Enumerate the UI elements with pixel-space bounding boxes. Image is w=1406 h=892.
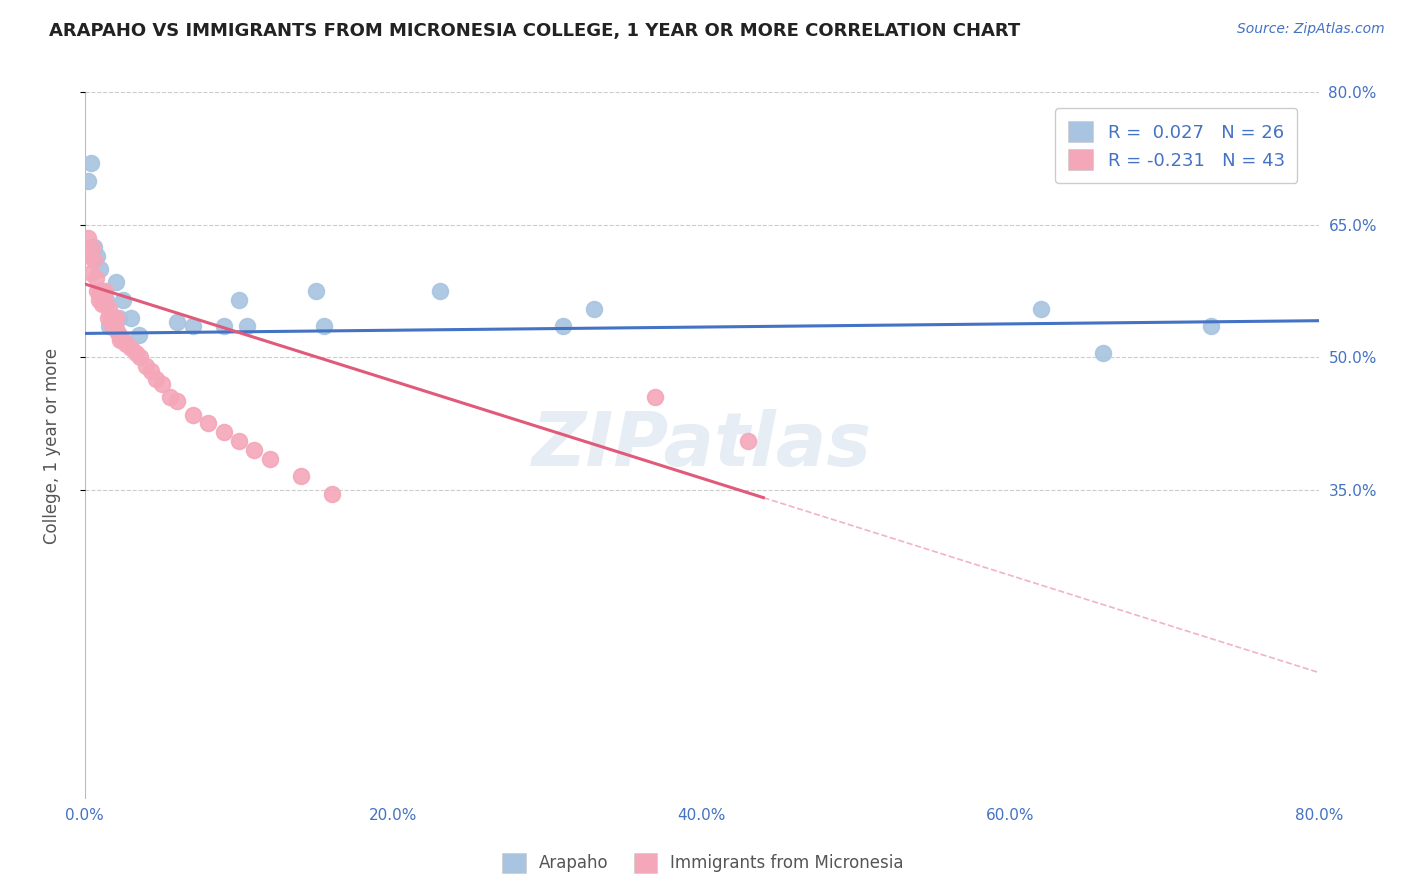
Point xyxy=(91,293,114,307)
Point xyxy=(235,319,257,334)
Point xyxy=(98,301,121,316)
Point xyxy=(305,284,328,298)
Point xyxy=(181,408,204,422)
Point xyxy=(96,297,118,311)
Text: ARAPAHO VS IMMIGRANTS FROM MICRONESIA COLLEGE, 1 YEAR OR MORE CORRELATION CHART: ARAPAHO VS IMMIGRANTS FROM MICRONESIA CO… xyxy=(49,22,1021,40)
Point xyxy=(228,434,250,449)
Point xyxy=(80,266,103,280)
Point xyxy=(100,310,122,325)
Point xyxy=(197,417,219,431)
Point xyxy=(243,442,266,457)
Point xyxy=(76,231,98,245)
Y-axis label: College, 1 year or more: College, 1 year or more xyxy=(44,348,60,543)
Point xyxy=(166,315,188,329)
Point xyxy=(94,284,117,298)
Point xyxy=(105,324,128,338)
Point xyxy=(290,469,312,483)
Point xyxy=(120,342,142,356)
Point xyxy=(87,293,110,307)
Point xyxy=(212,319,235,334)
Text: ZIPatlas: ZIPatlas xyxy=(531,409,872,482)
Point xyxy=(115,337,138,351)
Point xyxy=(108,333,131,347)
Point xyxy=(89,262,111,277)
Point xyxy=(76,174,98,188)
Point xyxy=(107,328,129,343)
Point xyxy=(1199,319,1222,334)
Point xyxy=(101,319,124,334)
Point xyxy=(321,487,343,501)
Point xyxy=(89,284,111,298)
Point xyxy=(90,297,112,311)
Point xyxy=(80,156,103,170)
Point xyxy=(1091,346,1114,360)
Text: Source: ZipAtlas.com: Source: ZipAtlas.com xyxy=(1237,22,1385,37)
Point xyxy=(139,363,162,377)
Point xyxy=(104,310,127,325)
Point xyxy=(135,359,157,373)
Point xyxy=(82,240,104,254)
Point xyxy=(97,310,120,325)
Point xyxy=(124,346,146,360)
Point xyxy=(737,434,759,449)
Point xyxy=(429,284,451,298)
Point xyxy=(107,310,129,325)
Point xyxy=(644,390,666,404)
Point xyxy=(145,372,167,386)
Point xyxy=(312,319,335,334)
Point xyxy=(104,275,127,289)
Point xyxy=(86,284,108,298)
Point xyxy=(228,293,250,307)
Point xyxy=(98,319,121,334)
Point xyxy=(103,310,125,325)
Point xyxy=(120,310,142,325)
Point xyxy=(1029,301,1052,316)
Point xyxy=(79,249,101,263)
Point xyxy=(551,319,574,334)
Point xyxy=(91,284,114,298)
Legend: Arapaho, Immigrants from Micronesia: Arapaho, Immigrants from Micronesia xyxy=(495,847,911,880)
Legend: R =  0.027   N = 26, R = -0.231   N = 43: R = 0.027 N = 26, R = -0.231 N = 43 xyxy=(1056,109,1298,183)
Point xyxy=(166,394,188,409)
Point xyxy=(86,249,108,263)
Point xyxy=(83,240,105,254)
Point xyxy=(128,328,150,343)
Point xyxy=(112,333,135,347)
Point xyxy=(259,451,281,466)
Point xyxy=(112,293,135,307)
Point xyxy=(96,293,118,307)
Point xyxy=(129,351,152,365)
Point xyxy=(83,253,105,268)
Point xyxy=(212,425,235,440)
Point xyxy=(150,376,173,391)
Point xyxy=(582,301,605,316)
Point xyxy=(159,390,181,404)
Point xyxy=(181,319,204,334)
Point xyxy=(84,270,107,285)
